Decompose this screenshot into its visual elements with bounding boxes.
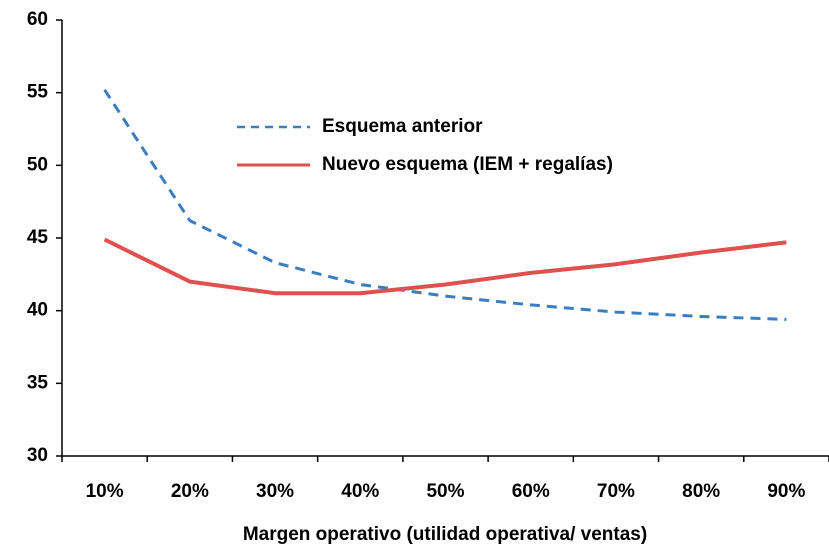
y-tick-label: 40 (27, 300, 48, 321)
series-line (103, 88, 787, 321)
x-tick-label: 90% (767, 481, 805, 502)
x-tick-label: 60% (512, 481, 550, 502)
x-tick-label: 10% (86, 481, 124, 502)
x-tick-label: 50% (426, 481, 464, 502)
x-tick-label: 80% (682, 481, 720, 502)
x-tick-label: 20% (171, 481, 209, 502)
x-tick-label: 30% (256, 481, 294, 502)
legend-label: Nuevo esquema (IEM + regalías) (322, 154, 613, 175)
series-line (103, 237, 787, 296)
legend-label: Esquema anterior (322, 116, 483, 137)
y-tick-label: 50 (27, 154, 48, 175)
x-axis-title: Margen operativo (utilidad operativa/ ve… (243, 524, 647, 545)
y-tick-label: 35 (27, 372, 49, 393)
y-tick-label: 55 (27, 82, 49, 103)
x-tick-label: 70% (597, 481, 635, 502)
y-tick-label: 45 (27, 227, 49, 248)
y-tick-label: 30 (27, 445, 48, 466)
x-tick-label: 40% (341, 481, 379, 502)
y-tick-label: 60 (27, 9, 48, 30)
